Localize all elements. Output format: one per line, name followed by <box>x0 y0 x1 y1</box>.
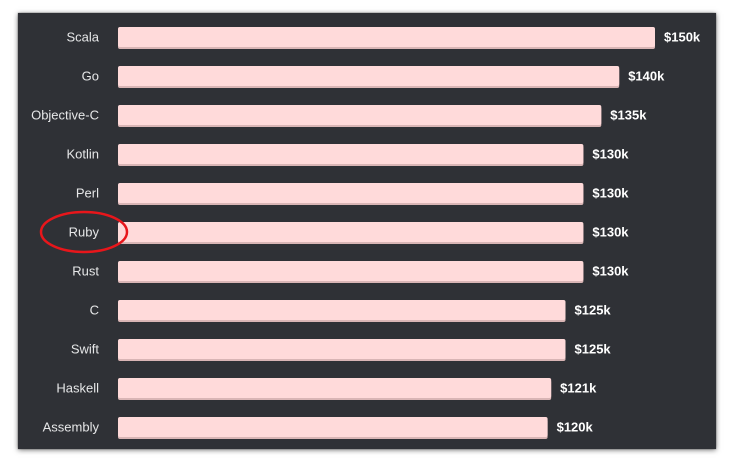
bar-row-rust: Rust $130k <box>72 261 629 283</box>
bar <box>118 183 584 203</box>
bar-row-ruby: Ruby $130k <box>69 222 629 244</box>
category-label: Kotlin <box>66 147 99 162</box>
category-label: Rust <box>72 264 99 279</box>
bar-row-c: C $125k <box>90 300 612 322</box>
category-label: C <box>90 303 99 318</box>
value-label: $130k <box>592 147 629 162</box>
bar <box>118 378 552 398</box>
value-label: $120k <box>557 420 594 435</box>
bar <box>118 27 655 47</box>
bar <box>118 300 566 320</box>
bar <box>118 339 566 359</box>
category-label: Haskell <box>56 381 99 396</box>
value-label: $150k <box>664 30 701 45</box>
bar-row-kotlin: Kotlin $130k <box>66 144 629 166</box>
bar <box>118 66 620 86</box>
value-label: $140k <box>628 69 665 84</box>
highlight-circle <box>39 210 129 254</box>
bar <box>118 261 584 281</box>
value-label: $135k <box>610 108 647 123</box>
bar-row-assembly: Assembly $120k <box>43 417 594 439</box>
bar <box>118 144 584 164</box>
category-label: Assembly <box>43 420 100 435</box>
category-label: Scala <box>66 30 99 45</box>
bar-row-scala: Scala $150k <box>66 27 701 49</box>
category-label: Objective-C <box>31 108 99 123</box>
bar-row-go: Go $140k <box>82 66 665 88</box>
category-label: Swift <box>71 342 100 357</box>
bar-row-haskell: Haskell $121k <box>56 378 597 400</box>
value-label: $130k <box>592 264 629 279</box>
bar <box>118 417 548 437</box>
category-label: Ruby <box>69 225 100 240</box>
category-label: Go <box>82 69 99 84</box>
bar <box>118 105 602 125</box>
bar <box>118 222 584 242</box>
bar-chart: Scala $150k Go $140k Objective-C $135k Kotlin $… <box>31 27 701 439</box>
value-label: $125k <box>575 342 612 357</box>
value-label: $130k <box>592 186 629 201</box>
category-label: Perl <box>76 186 99 201</box>
value-label: $125k <box>575 303 612 318</box>
bar-row-perl: Perl $130k <box>76 183 629 205</box>
bar-row-swift: Swift $125k <box>71 339 612 361</box>
value-label: $121k <box>560 381 597 396</box>
value-label: $130k <box>592 225 629 240</box>
chart-panel: Scala $150k Go $140k Objective-C $135k Kotlin $… <box>18 13 716 449</box>
bar-row-objective-c: Objective-C $135k <box>31 105 647 127</box>
